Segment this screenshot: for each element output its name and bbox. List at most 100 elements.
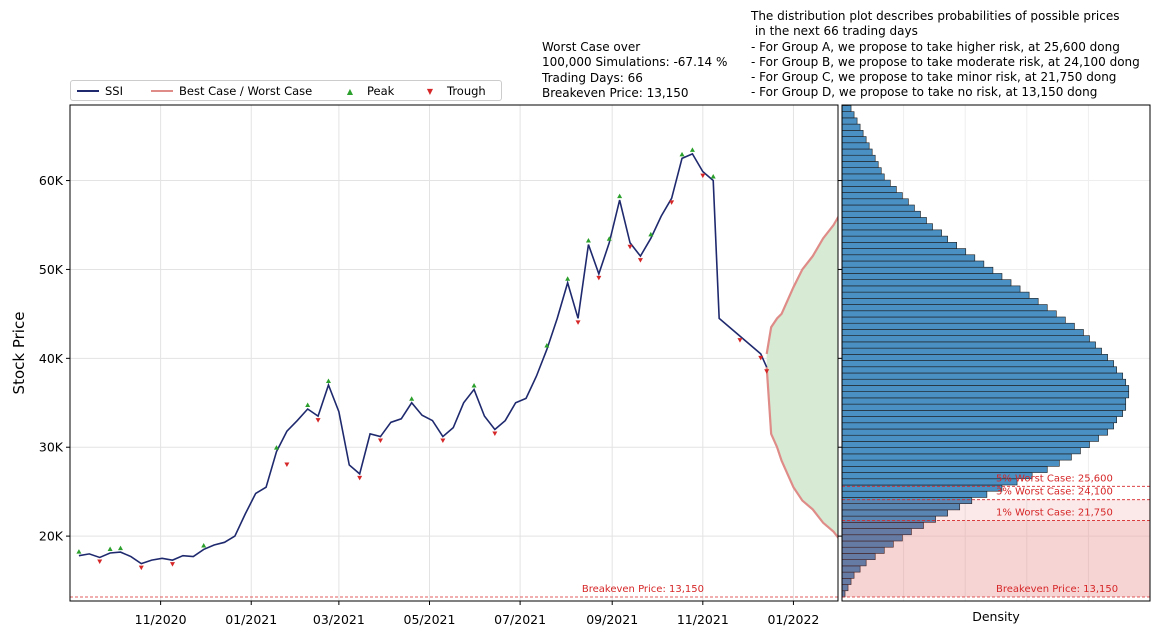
main-plot-area <box>76 147 838 571</box>
hist-bar <box>842 490 988 498</box>
hist-bar <box>842 217 927 224</box>
hist-bar <box>842 341 1096 349</box>
trough-marker <box>97 559 103 564</box>
legend-swatch-band <box>151 90 173 92</box>
x-tick-label: 09/2021 <box>586 612 638 627</box>
hist-bar <box>842 354 1108 361</box>
peak-marker <box>201 542 207 548</box>
y-tick-label: 60K <box>39 173 64 188</box>
peak-marker <box>118 545 124 551</box>
legend-item-ssi: SSI <box>77 84 123 98</box>
hist-bar <box>842 447 1081 455</box>
peak-marker <box>710 174 716 179</box>
peak-marker <box>679 151 685 157</box>
trough-marker <box>492 431 498 436</box>
best-case-line <box>765 215 838 355</box>
main-grid <box>70 105 838 601</box>
x-tick-label: 03/2021 <box>313 612 365 627</box>
legend-item-peak: ▲ Peak <box>339 84 394 98</box>
risk-zone-minor <box>842 520 1150 597</box>
peak-marker <box>325 378 331 383</box>
hist-bar <box>842 310 1057 318</box>
hist-bar <box>842 466 1048 473</box>
hist-bar <box>842 111 855 119</box>
x-tick-label: 07/2021 <box>494 612 546 627</box>
trough-marker <box>440 438 446 444</box>
hist-bar <box>842 410 1124 417</box>
hist-bar <box>842 316 1066 324</box>
main-frame <box>69 104 839 602</box>
hist-bar <box>842 347 1102 355</box>
hist-bar <box>842 154 876 162</box>
hist-bar <box>842 385 1130 392</box>
hist-bar <box>842 441 1090 448</box>
hist-bar <box>842 372 1124 380</box>
trough-marker <box>169 562 175 567</box>
y-axis-label: Stock Price <box>10 312 28 395</box>
hist-bar <box>842 179 891 187</box>
legend: SSI Best Case / Worst Case ▲ Peak ▼ Trou… <box>70 80 502 101</box>
hist-bar <box>842 329 1084 336</box>
trough-marker <box>669 200 675 205</box>
risk-label: 5% Worst Case: 25,600 <box>996 473 1113 484</box>
trough-marker <box>315 418 321 423</box>
hist-bar <box>842 235 948 243</box>
hist-bar <box>842 322 1075 330</box>
peak-marker <box>606 236 612 241</box>
worst-case-line <box>765 367 838 540</box>
x-tick-label: 05/2021 <box>404 612 456 627</box>
y-tick-label: 50K <box>39 262 64 277</box>
x-tick-label: 01/2022 <box>767 612 819 627</box>
risk-label: 3% Worst Case: 24,100 <box>996 487 1113 498</box>
hist-bar <box>842 204 915 212</box>
hist-bar <box>842 304 1048 312</box>
trough-marker <box>284 462 290 468</box>
hist-bar <box>842 186 897 193</box>
trough-marker <box>737 338 743 343</box>
hist-bar <box>842 360 1114 368</box>
x-tick-label: 01/2021 <box>225 612 277 627</box>
trough-marker <box>138 565 144 571</box>
hist-bar <box>842 173 885 181</box>
peak-marker <box>585 238 591 243</box>
hist-bar <box>842 105 852 112</box>
hist-bar <box>842 273 1003 280</box>
trough-marker <box>758 355 764 361</box>
hist-bar <box>842 298 1039 305</box>
hist-bar <box>842 229 942 237</box>
hist-bar <box>842 366 1117 374</box>
band-fill <box>766 217 838 538</box>
x-tick-label: 11/2020 <box>135 612 187 627</box>
peak-marker <box>565 276 571 281</box>
hist-bar <box>842 223 933 231</box>
peak-marker <box>76 549 82 554</box>
trough-marker <box>700 173 706 179</box>
legend-item-trough: ▼ Trough <box>419 84 486 98</box>
legend-swatch-ssi <box>77 90 99 92</box>
y-tick-label: 40K <box>39 351 64 366</box>
risk-label: 1% Worst Case: 21,750 <box>996 508 1113 519</box>
hist-bar <box>842 391 1130 399</box>
hist-bar <box>842 397 1127 405</box>
risk-label: Breakeven Price: 13,150 <box>996 584 1118 595</box>
hist-bar <box>842 198 909 206</box>
peak-marker <box>648 231 654 237</box>
hist-bar <box>842 422 1114 430</box>
hist-bar <box>842 148 873 156</box>
distribution-note: The distribution plot describes probabil… <box>751 9 1140 100</box>
legend-swatch-trough: ▼ <box>426 86 434 96</box>
trough-marker <box>627 244 633 250</box>
hist-x-axis-label: Density <box>972 609 1020 624</box>
hist-bar <box>842 260 985 268</box>
legend-label-ssi: SSI <box>105 84 123 98</box>
hist-bar <box>842 403 1127 411</box>
worst-case-note: Worst Case over 100,000 Simulations: -67… <box>542 40 728 100</box>
peak-marker <box>689 147 695 152</box>
legend-item-band: Best Case / Worst Case <box>151 84 312 98</box>
legend-label-band: Best Case / Worst Case <box>179 84 313 98</box>
hist-bar <box>842 434 1099 442</box>
hist-bar <box>842 266 994 274</box>
hist-bar <box>842 167 882 175</box>
trough-marker <box>357 475 363 481</box>
risk-zone-moderate <box>842 499 1150 521</box>
